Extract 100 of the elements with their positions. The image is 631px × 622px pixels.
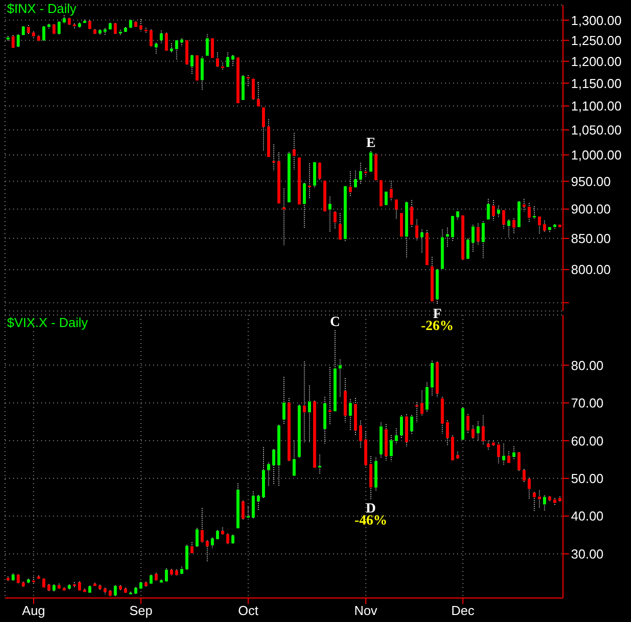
- candlestick: [292, 132, 296, 170]
- y-tick-label: 850.00: [571, 231, 611, 246]
- candlestick: [426, 382, 429, 413]
- candlestick: [252, 78, 255, 101]
- candlestick: [507, 450, 510, 464]
- candlestick: [364, 167, 368, 177]
- candlestick: [196, 527, 199, 548]
- candlestick: [553, 498, 556, 506]
- y-tick-label: 50.00: [571, 471, 604, 486]
- candlestick: [32, 576, 36, 586]
- candlestick: [313, 162, 316, 189]
- candlestick: [226, 532, 230, 545]
- candlestick: [72, 582, 76, 588]
- candlestick: [354, 170, 357, 188]
- candlestick: [72, 22, 76, 30]
- candlestick: [532, 206, 536, 220]
- y-tick-label: 1,200.00: [571, 54, 622, 69]
- y-tick-label: 1,000.00: [571, 148, 622, 163]
- candlestick: [139, 18, 142, 32]
- x-tick-label: Oct: [238, 603, 259, 618]
- candlestick: [328, 366, 332, 426]
- candlestick: [118, 584, 122, 591]
- candlestick: [26, 24, 30, 35]
- candlestick: [114, 586, 117, 596]
- candlestick: [164, 568, 168, 583]
- candlestick: [497, 205, 500, 218]
- candlestick: [206, 34, 209, 56]
- candlestick: [200, 507, 204, 544]
- candlestick: [318, 454, 322, 476]
- candlestick: [98, 28, 102, 36]
- candlestick: [451, 215, 454, 242]
- y-tick-label: 80.00: [571, 358, 604, 373]
- candlestick: [170, 42, 174, 53]
- candlestick: [292, 440, 296, 477]
- candlestick: [446, 420, 449, 446]
- y-tick-label: 1,150.00: [571, 76, 622, 91]
- candlestick: [6, 35, 10, 42]
- y-tick-label: 950.00: [571, 174, 611, 189]
- candlestick: [16, 34, 20, 48]
- candlestick: [359, 162, 362, 185]
- candlestick: [164, 32, 168, 52]
- candlestick: [118, 29, 122, 36]
- candlestick: [512, 446, 516, 460]
- candlestick: [538, 490, 541, 508]
- candlestick: [37, 574, 40, 580]
- candlestick: [242, 74, 245, 100]
- candlestick: [108, 590, 112, 596]
- candlestick: [390, 180, 393, 202]
- candlestick: [262, 106, 266, 152]
- candlestick: [394, 198, 398, 220]
- y-tick-label: 70.00: [571, 396, 604, 411]
- y-tick-label: 1,300.00: [571, 12, 622, 28]
- candlestick: [42, 26, 46, 42]
- annotation: E: [366, 136, 376, 151]
- candlestick: [318, 162, 322, 181]
- candlestick: [308, 162, 311, 200]
- y-tick-label: 30.00: [571, 546, 604, 562]
- candlestick: [104, 587, 107, 595]
- candlestick: [472, 425, 475, 440]
- candlestick: [328, 196, 332, 233]
- candlestick: [231, 54, 234, 68]
- candlestick: [12, 34, 15, 48]
- x-tick-label: Nov: [354, 603, 378, 618]
- y-tick-label: 1,100.00: [571, 98, 622, 114]
- x-tick-label: Aug: [22, 603, 46, 618]
- candlestick: [415, 402, 418, 424]
- candlestick: [476, 420, 480, 442]
- candlestick: [446, 227, 449, 248]
- y-tick-label: 1,050.00: [571, 122, 622, 138]
- candlestick: [338, 212, 342, 240]
- candlestick: [226, 52, 230, 68]
- candlestick: [384, 191, 388, 206]
- x-tick-label: Dec: [451, 603, 475, 618]
- candlestick: [62, 14, 66, 24]
- candlestick: [472, 224, 475, 254]
- candlestick: [348, 398, 352, 432]
- candlestick: [543, 494, 546, 511]
- candlestick: [502, 443, 506, 466]
- y-tick-label: 900.00: [571, 202, 611, 217]
- candlestick: [308, 385, 311, 443]
- y-tick-label: 60.00: [571, 433, 604, 448]
- candlestick: [216, 52, 220, 68]
- candlestick: [369, 150, 372, 172]
- candlestick: [150, 574, 153, 585]
- annotation: -46%: [354, 514, 388, 529]
- candlestick: [32, 30, 36, 39]
- candlestick: [210, 537, 214, 549]
- candlestick: [486, 440, 490, 451]
- candlestick: [528, 202, 531, 223]
- y-tick-label: 1,250.00: [571, 32, 622, 48]
- candlestick: [410, 414, 414, 434]
- chart-title: $VIX.X - Daily: [7, 315, 88, 330]
- candlestick: [334, 210, 337, 230]
- candlestick: [185, 544, 188, 571]
- candlestick: [302, 182, 306, 230]
- candlestick: [492, 200, 495, 222]
- candlestick: [160, 30, 163, 44]
- candlestick: [272, 448, 276, 486]
- candlestick: [78, 22, 82, 30]
- candlestick: [242, 500, 245, 520]
